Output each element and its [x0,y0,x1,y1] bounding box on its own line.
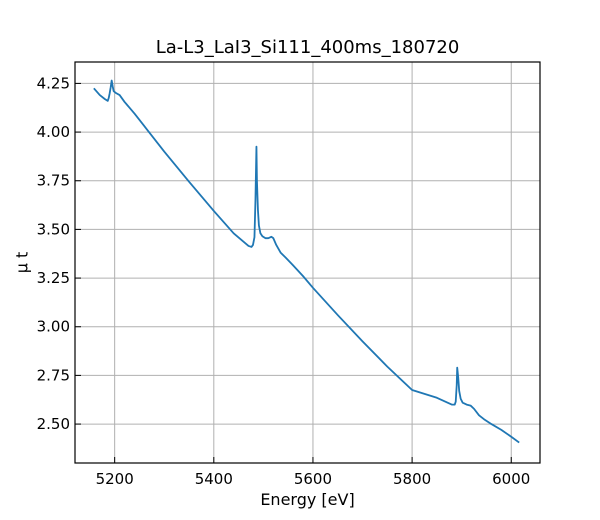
series-line [93,79,520,444]
grid-lines [75,62,540,463]
y-tick-label: 3.00 [37,318,70,336]
x-tick-label: 5400 [195,470,233,488]
y-tick-label: 4.25 [37,74,70,92]
ticks-layer: 5200 5400 5600 5800 6000 2.50 2.75 3.00 3.25 3.50… [37,74,531,488]
y-axis-label: μ t [13,252,32,274]
y-tick-label: 4.00 [37,123,70,141]
chart-title: La-L3_LaI3_Si111_400ms_180720 [156,37,460,58]
x-tick-label: 5200 [96,470,134,488]
x-tick-label: 6000 [492,470,530,488]
plot-frame [74,61,541,464]
x-axis-label: Energy [eV] [260,490,354,509]
y-tick-label: 2.50 [37,415,70,433]
x-tick-label: 5600 [294,470,332,488]
y-tick-label: 3.25 [37,269,70,287]
y-tick-label: 2.75 [37,366,70,384]
y-tick-label: 3.75 [37,172,70,190]
x-tick-label: 5800 [393,470,431,488]
y-tick-label: 3.50 [37,220,70,238]
series-layer [93,79,520,444]
